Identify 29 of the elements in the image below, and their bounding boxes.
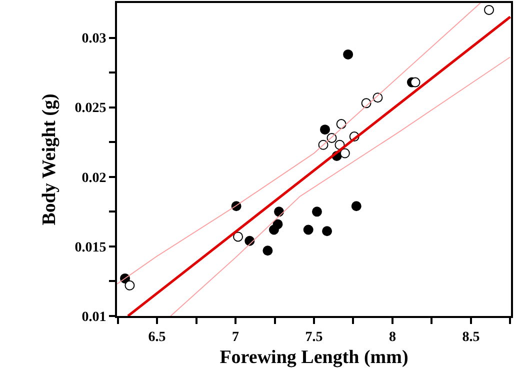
point bbox=[320, 124, 330, 135]
x-tick-label: 7 bbox=[232, 330, 240, 345]
point bbox=[303, 224, 314, 235]
y-tick-label: 0.02 bbox=[82, 170, 106, 186]
point bbox=[262, 246, 273, 256]
point bbox=[340, 148, 350, 158]
y-tick-label: 0.015 bbox=[74, 240, 106, 256]
point bbox=[484, 4, 494, 15]
point bbox=[351, 201, 362, 212]
x-tick-label: 8 bbox=[388, 330, 396, 345]
point bbox=[410, 77, 420, 88]
point bbox=[124, 280, 135, 290]
x-tick-label: 8.5 bbox=[462, 330, 480, 345]
point bbox=[233, 232, 244, 242]
x-tick-label: 7.5 bbox=[305, 330, 323, 345]
y-tick-label: 0.01 bbox=[82, 310, 106, 325]
y-tick-label: 0.03 bbox=[82, 32, 106, 47]
line-series bbox=[117, 3, 481, 284]
x-tick-label: 6.5 bbox=[148, 330, 166, 345]
point bbox=[322, 226, 332, 236]
line-series bbox=[170, 56, 510, 316]
y-axis-title: Body Weight (g) bbox=[39, 94, 60, 226]
x-axis-title: Forewing Length (mm) bbox=[220, 347, 408, 368]
point bbox=[272, 219, 283, 230]
point bbox=[336, 119, 346, 130]
point bbox=[312, 206, 322, 217]
y-tick-label: 0.025 bbox=[74, 101, 106, 116]
point bbox=[274, 206, 284, 217]
point bbox=[343, 49, 354, 60]
